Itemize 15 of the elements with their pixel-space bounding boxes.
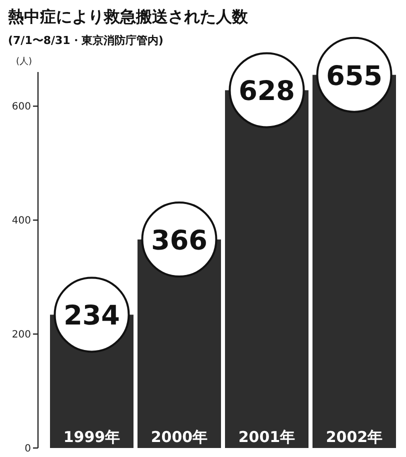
data-label: 366 — [151, 225, 208, 256]
data-label: 234 — [64, 300, 120, 332]
x-tick-label: 2002年 — [326, 428, 383, 446]
chart-subtitle: (7/1〜8/31・東京消防庁管内) — [8, 34, 164, 47]
data-label: 655 — [326, 60, 382, 92]
chart-title: 熱中症により救急搬送された人数 — [7, 7, 249, 26]
y-tick-label: 600 — [12, 102, 31, 113]
y-axis-title: (人) — [16, 56, 32, 67]
x-tick-label: 1999年 — [63, 428, 120, 446]
x-tick-label: 2000年 — [150, 428, 208, 446]
y-tick-label: 200 — [12, 330, 31, 341]
data-label: 628 — [238, 76, 295, 108]
x-tick-label: 2001年 — [238, 428, 296, 446]
y-tick-label: 0 — [24, 444, 31, 454]
y-tick-label: 400 — [12, 216, 31, 227]
